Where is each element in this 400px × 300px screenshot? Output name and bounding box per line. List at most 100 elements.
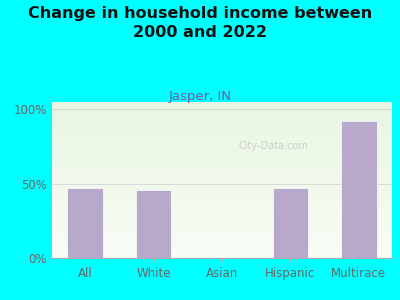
Bar <box>52 125 392 127</box>
Bar <box>52 175 392 177</box>
Bar <box>52 239 392 241</box>
Bar <box>52 194 392 196</box>
Bar <box>52 214 392 216</box>
Bar <box>52 180 392 182</box>
Bar <box>52 220 392 222</box>
Bar <box>52 196 392 197</box>
Bar <box>52 103 392 105</box>
Text: Change in household income between
2000 and 2022: Change in household income between 2000 … <box>28 6 372 40</box>
Bar <box>52 140 392 141</box>
Bar <box>52 163 392 164</box>
Bar <box>52 142 392 144</box>
Bar <box>52 138 392 140</box>
Bar <box>52 188 392 189</box>
Bar <box>52 228 392 230</box>
Bar <box>273 188 308 258</box>
Bar <box>52 115 392 116</box>
Bar <box>52 118 392 119</box>
Bar <box>52 185 392 186</box>
Text: City-Data.com: City-Data.com <box>238 141 308 151</box>
Bar <box>52 127 392 128</box>
Bar <box>52 155 392 157</box>
Bar <box>52 203 392 205</box>
Bar <box>52 108 392 110</box>
Bar <box>52 150 392 152</box>
Bar <box>52 245 392 247</box>
Bar <box>52 242 392 244</box>
Bar <box>52 244 392 245</box>
Bar <box>52 158 392 160</box>
Bar <box>52 116 392 118</box>
Bar <box>52 232 392 233</box>
Bar <box>52 211 392 213</box>
Bar <box>52 256 392 258</box>
Bar <box>52 136 392 138</box>
Bar <box>52 206 392 208</box>
Bar <box>52 135 392 136</box>
Bar <box>52 205 392 206</box>
Bar <box>52 210 392 211</box>
Bar <box>52 111 392 113</box>
Bar <box>52 141 392 142</box>
Bar <box>52 172 392 174</box>
Bar <box>52 230 392 232</box>
Text: Jasper, IN: Jasper, IN <box>168 90 232 103</box>
Bar <box>52 183 392 185</box>
Bar <box>52 222 392 224</box>
Bar <box>52 177 392 178</box>
Bar <box>52 253 392 255</box>
Bar <box>52 233 392 235</box>
Bar <box>52 144 392 146</box>
Bar <box>52 199 392 200</box>
Bar <box>52 178 392 180</box>
Bar <box>52 235 392 236</box>
Bar <box>52 147 392 149</box>
Bar <box>52 225 392 227</box>
Bar <box>52 218 392 219</box>
Bar <box>52 191 392 193</box>
Bar <box>52 154 392 155</box>
Bar <box>52 174 392 175</box>
Bar <box>52 113 392 115</box>
Bar <box>52 169 392 171</box>
Bar <box>52 182 392 183</box>
Bar <box>52 250 392 252</box>
Bar <box>52 227 392 228</box>
Bar <box>52 255 392 256</box>
Bar <box>52 247 392 249</box>
Bar <box>52 171 392 172</box>
Bar <box>52 110 392 111</box>
Bar <box>52 160 392 161</box>
Bar <box>52 157 392 158</box>
Bar <box>52 200 392 202</box>
Bar <box>52 161 392 163</box>
Bar <box>52 105 392 107</box>
Bar <box>52 107 392 108</box>
Bar <box>52 186 392 188</box>
Bar <box>52 128 392 130</box>
Bar <box>52 197 392 199</box>
Bar <box>52 149 392 150</box>
Bar <box>52 193 392 194</box>
Bar <box>52 216 392 218</box>
Bar <box>52 164 392 166</box>
Bar <box>52 166 392 167</box>
Bar <box>52 152 392 154</box>
Bar <box>52 219 392 220</box>
Bar <box>52 249 392 250</box>
Bar <box>52 236 392 238</box>
Bar <box>136 190 171 258</box>
Bar <box>52 133 392 135</box>
Bar <box>52 238 392 239</box>
Bar <box>52 224 392 225</box>
Bar <box>52 202 392 203</box>
Bar <box>341 121 376 258</box>
Bar <box>52 252 392 253</box>
Bar <box>52 167 392 169</box>
Bar <box>52 189 392 191</box>
Bar <box>52 130 392 132</box>
Bar <box>52 122 392 124</box>
Bar <box>52 146 392 147</box>
Bar <box>52 241 392 242</box>
Bar <box>52 121 392 122</box>
